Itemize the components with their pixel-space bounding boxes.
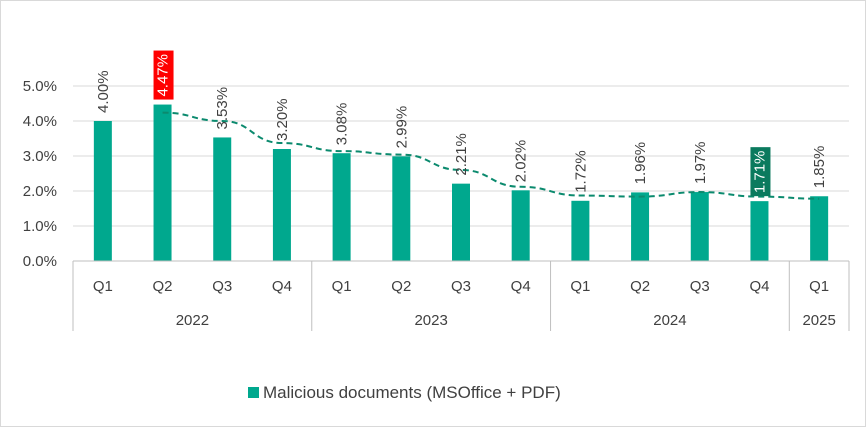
data-label: 4.47% <box>153 50 174 100</box>
x-tick-label: Q1 <box>93 278 113 295</box>
x-tick-label: Q2 <box>630 278 650 295</box>
x-group-label: 2024 <box>653 312 686 329</box>
y-tick-label: 5.0% <box>23 78 57 95</box>
data-label-text: 4.47% <box>155 54 172 97</box>
data-label-text: 1.97% <box>692 142 709 185</box>
data-label: 3.20% <box>274 98 291 141</box>
y-tick-label: 1.0% <box>23 218 57 235</box>
x-tick-label: Q2 <box>153 278 173 295</box>
data-label-text: 1.72% <box>572 150 589 193</box>
x-tick-label: Q3 <box>451 278 471 295</box>
bar <box>511 190 530 261</box>
bar <box>631 192 650 261</box>
bar <box>750 201 769 261</box>
data-label-text: 2.02% <box>513 140 530 183</box>
y-tick-label: 0.0% <box>23 253 57 270</box>
bar <box>571 200 590 261</box>
data-label-text: 4.00% <box>95 70 112 113</box>
trendline <box>162 111 820 200</box>
legend-label: Malicious documents (MSOffice + PDF) <box>263 383 561 402</box>
x-tick-label: Q3 <box>690 278 710 295</box>
data-label: 1.97% <box>692 142 709 185</box>
bar <box>810 196 829 261</box>
x-group-label: 2023 <box>414 312 447 329</box>
bar <box>452 183 470 261</box>
data-label-text: 3.53% <box>214 87 231 130</box>
x-tick-label: Q3 <box>212 278 232 295</box>
legend: Malicious documents (MSOffice + PDF) <box>248 383 561 402</box>
data-label-text: 2.21% <box>453 133 470 176</box>
data-label: 1.72% <box>572 150 589 193</box>
data-label-text: 1.96% <box>632 142 649 185</box>
data-label-text: 2.99% <box>393 106 410 149</box>
data-label: 3.53% <box>214 87 231 130</box>
bar <box>272 149 291 261</box>
y-tick-label: 4.0% <box>23 113 57 130</box>
data-label: 2.21% <box>453 133 470 176</box>
x-group-label: 2022 <box>176 312 209 329</box>
bar <box>332 153 351 261</box>
x-tick-label: Q4 <box>272 278 292 295</box>
y-tick-label: 3.0% <box>23 148 57 165</box>
bar <box>213 137 232 261</box>
data-label-text: 1.85% <box>811 146 828 189</box>
x-tick-label: Q4 <box>511 278 531 295</box>
x-tick-label: Q1 <box>332 278 352 295</box>
data-label: 1.85% <box>811 146 828 189</box>
x-tick-label: Q4 <box>749 278 769 295</box>
x-tick-label: Q1 <box>809 278 829 295</box>
data-label-highlight <box>750 147 771 197</box>
bar <box>392 156 411 261</box>
y-tick-label: 2.0% <box>23 183 57 200</box>
x-group-label: 2025 <box>802 312 835 329</box>
bar <box>690 192 709 261</box>
bar <box>153 104 172 261</box>
data-label-highlight <box>153 50 174 100</box>
data-label-text: 3.20% <box>274 98 291 141</box>
x-tick-label: Q1 <box>570 278 590 295</box>
data-label-text: 3.08% <box>334 103 351 146</box>
bar <box>93 121 112 261</box>
data-label: 1.71% <box>750 147 771 197</box>
legend-swatch <box>248 387 259 398</box>
data-label: 2.99% <box>393 106 410 149</box>
data-label: 1.96% <box>632 142 649 185</box>
data-label: 2.02% <box>513 140 530 183</box>
x-tick-label: Q2 <box>391 278 411 295</box>
data-label: 4.00% <box>95 70 112 113</box>
data-label-text: 1.71% <box>751 151 768 194</box>
data-label: 3.08% <box>334 103 351 146</box>
